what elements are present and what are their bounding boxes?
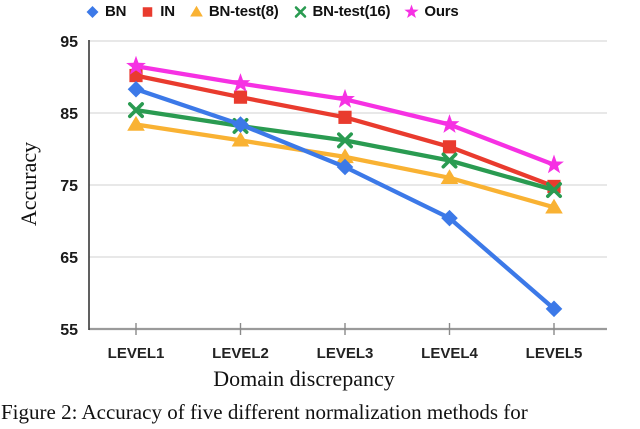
x-marker: [294, 5, 306, 18]
legend-item-BN-test(8): BN-test(8): [188, 3, 279, 20]
x-axis-title: Domain discrepancy: [213, 366, 394, 391]
chart-legend: BN IN BN-test(8) BN-test(16) Ours: [84, 0, 459, 22]
triangle-marker: [545, 198, 563, 214]
square-marker: [143, 6, 153, 17]
triangle-marker: [190, 5, 203, 16]
line-chart: 55 65 75 85 95 LEVEL1 LEVEL2 LEVEL3 LEVEL4 LEVEL5…: [16, 34, 607, 391]
x-category-label: LEVEL1: [108, 345, 165, 362]
star-marker: [544, 154, 564, 174]
diamond-icon: [86, 5, 99, 18]
diamond-marker: [545, 300, 563, 318]
y-tick-label: 75: [60, 178, 78, 195]
legend-item-IN: IN: [139, 3, 175, 20]
diamond-marker: [232, 116, 249, 133]
x-category-label: LEVEL3: [317, 345, 374, 362]
triangle-icon: [190, 5, 203, 16]
legend-label: BN-test(16): [312, 2, 391, 20]
square-marker: [338, 110, 352, 124]
x-category-label: LEVEL5: [526, 345, 583, 362]
star-marker: [404, 4, 419, 18]
diamond-marker: [127, 80, 145, 98]
triangle-marker: [440, 169, 459, 184]
series-Ours: [126, 55, 564, 174]
diamond-marker: [336, 158, 354, 176]
triangle-marker: [127, 115, 145, 131]
legend-label: Ours: [424, 2, 459, 20]
square-marker: [442, 140, 457, 154]
figure-caption: Figure 2: Accuracy of five different nor…: [1, 400, 528, 424]
star-marker: [439, 114, 460, 133]
x-category-label: LEVEL4: [421, 345, 478, 362]
y-tick-label: 85: [60, 106, 78, 123]
legend-item-BN-test(16): BN-test(16): [292, 3, 391, 20]
x-marker: [546, 182, 562, 199]
y-tick-label: 65: [60, 250, 78, 267]
legend-item-BN: BN: [84, 3, 126, 20]
y-tick-label: 55: [60, 322, 78, 339]
x-marker: [441, 152, 458, 169]
series-IN: [129, 68, 561, 194]
x-marker: [337, 132, 353, 149]
legend-label: BN: [105, 2, 127, 20]
legend-item-Ours: Ours: [403, 2, 459, 20]
x-marker: [128, 102, 144, 119]
square-marker: [233, 90, 248, 104]
square-icon: [143, 6, 153, 17]
triangle-marker: [336, 148, 354, 164]
y-tick-label: 95: [60, 34, 78, 51]
triangle-marker: [231, 131, 250, 147]
star-marker: [230, 73, 251, 92]
x-icon: [294, 5, 306, 18]
legend-label: BN-test(8): [208, 2, 279, 20]
diamond-marker: [86, 5, 99, 18]
star-marker: [126, 55, 146, 75]
star-marker: [335, 88, 355, 108]
y-axis-title: Accuracy: [16, 142, 41, 226]
diamond-marker: [441, 209, 458, 227]
series-BN-test(8): [127, 115, 563, 214]
legend-label: IN: [160, 2, 175, 20]
x-category-label: LEVEL2: [212, 345, 269, 362]
star-icon: [404, 4, 419, 18]
series-BN: [127, 80, 563, 318]
